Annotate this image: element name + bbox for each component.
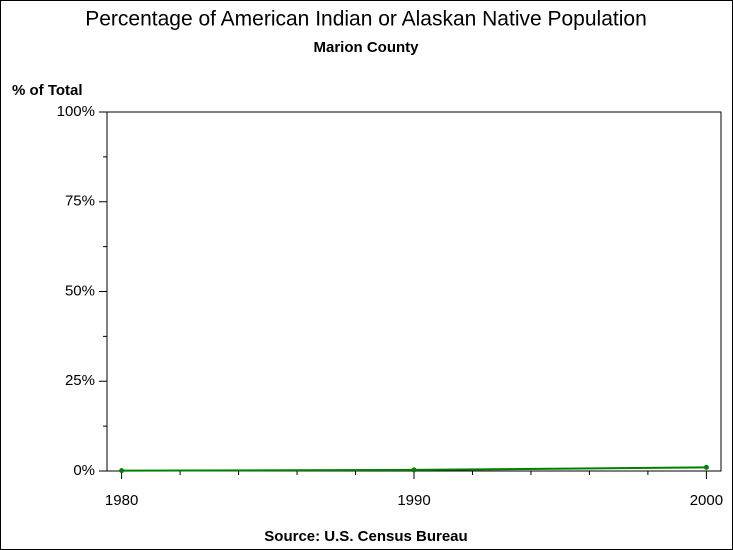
data-point	[411, 467, 417, 473]
y-tick-label: 75%	[65, 193, 95, 210]
y-tick-label: 0%	[73, 462, 95, 479]
y-tick-label: 100%	[57, 103, 95, 120]
data-point	[119, 468, 125, 474]
x-tick-label: 1980	[105, 492, 138, 509]
y-axis-label: % of Total	[12, 82, 83, 99]
y-tick-label: 25%	[65, 372, 95, 389]
y-tick-label: 50%	[65, 282, 95, 299]
source-note: Source: U.S. Census Bureau	[264, 528, 467, 545]
chart-subtitle: Marion County	[314, 39, 420, 56]
x-tick-label: 1990	[397, 492, 430, 509]
data-point	[703, 464, 709, 470]
x-tick-label: 2000	[690, 492, 723, 509]
chart-title: Percentage of American Indian or Alaskan…	[85, 8, 647, 31]
